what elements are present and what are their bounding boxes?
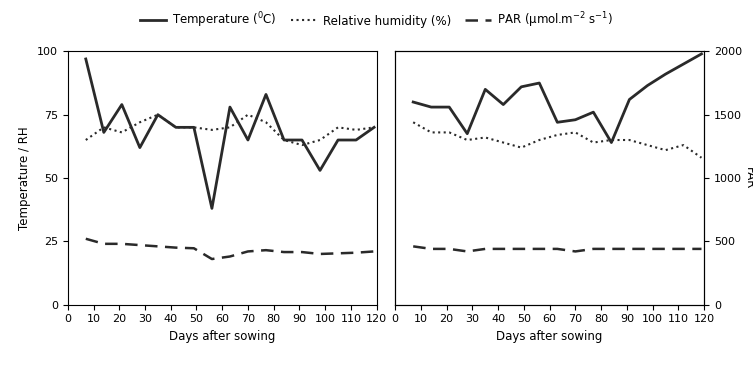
Y-axis label: Temperature / RH: Temperature / RH (19, 126, 32, 230)
Y-axis label: PAR: PAR (742, 167, 753, 189)
Legend: Temperature ($^{0}$C), Relative humidity (%), PAR (μmol.m$^{-2}$ s$^{-1}$): Temperature ($^{0}$C), Relative humidity… (136, 6, 617, 35)
X-axis label: Days after sowing: Days after sowing (496, 330, 603, 343)
X-axis label: Days after sowing: Days after sowing (169, 330, 276, 343)
